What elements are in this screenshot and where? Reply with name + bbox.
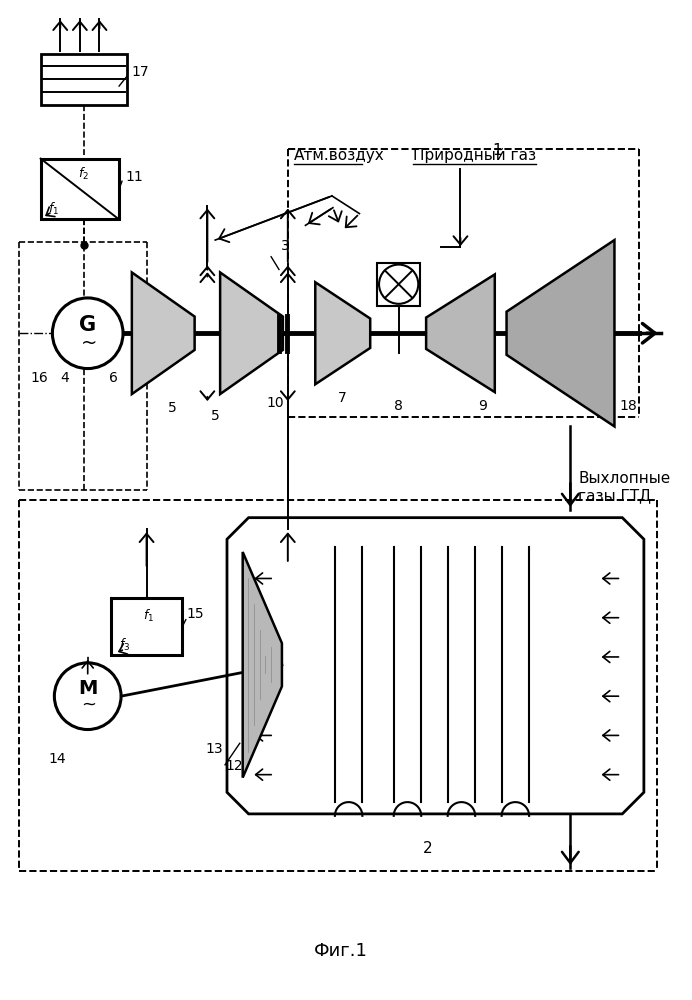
Circle shape — [53, 298, 123, 369]
Text: 4: 4 — [60, 371, 69, 385]
Text: 17: 17 — [132, 65, 149, 79]
Text: 9: 9 — [478, 399, 487, 413]
Bar — [41, 54, 127, 105]
Text: 18: 18 — [619, 399, 637, 413]
Text: 14: 14 — [48, 752, 66, 766]
Text: G: G — [79, 315, 96, 335]
Circle shape — [379, 265, 418, 304]
Text: 2: 2 — [424, 841, 432, 856]
Text: 3: 3 — [281, 239, 290, 253]
Bar — [377, 263, 420, 306]
Text: 7: 7 — [338, 391, 347, 405]
Text: $f_1$: $f_1$ — [143, 608, 154, 624]
Text: Фиг.1: Фиг.1 — [314, 942, 367, 960]
Polygon shape — [132, 272, 194, 394]
Text: 15: 15 — [187, 607, 204, 621]
Text: 5: 5 — [211, 409, 220, 423]
Bar — [41, 159, 119, 219]
Text: Атм.воздух: Атм.воздух — [293, 148, 385, 163]
Polygon shape — [316, 282, 370, 384]
Text: 6: 6 — [109, 371, 118, 385]
Polygon shape — [507, 240, 614, 426]
Polygon shape — [426, 274, 495, 392]
Text: 12: 12 — [225, 759, 243, 773]
Bar — [111, 598, 182, 655]
Text: M: M — [78, 679, 98, 698]
Polygon shape — [227, 518, 644, 814]
Text: 5: 5 — [168, 401, 177, 415]
Text: 13: 13 — [206, 742, 223, 756]
Text: $f_3$: $f_3$ — [119, 637, 130, 653]
Text: Природный газ: Природный газ — [413, 148, 536, 163]
Text: 8: 8 — [394, 399, 403, 413]
Text: Выхлопные
газы ГТД: Выхлопные газы ГТД — [578, 471, 671, 503]
Text: $f_1$: $f_1$ — [48, 201, 60, 217]
Text: 16: 16 — [31, 371, 48, 385]
Text: 11: 11 — [125, 170, 143, 184]
Polygon shape — [220, 272, 283, 394]
Text: $f_2$: $f_2$ — [78, 166, 89, 182]
Text: 1: 1 — [492, 143, 502, 158]
Text: 10: 10 — [266, 396, 284, 410]
Text: ~: ~ — [81, 696, 96, 714]
Text: ~: ~ — [80, 334, 97, 353]
Polygon shape — [243, 552, 282, 778]
Circle shape — [55, 663, 121, 730]
